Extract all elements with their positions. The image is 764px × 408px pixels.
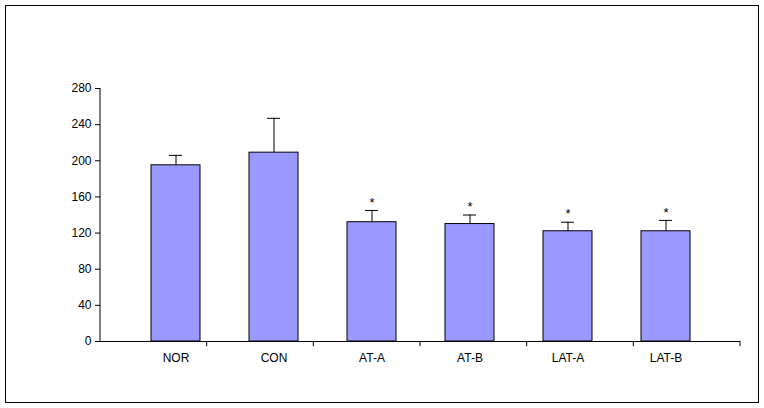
- svg-text:0: 0: [85, 334, 92, 348]
- svg-text:NOR: NOR: [163, 351, 190, 365]
- svg-text:*: *: [467, 199, 472, 214]
- svg-text:*: *: [565, 206, 570, 221]
- svg-text:AT-B: AT-B: [457, 351, 483, 365]
- svg-text:280: 280: [71, 81, 91, 95]
- svg-text:LAT-B: LAT-B: [650, 351, 682, 365]
- svg-text:CON: CON: [261, 351, 288, 365]
- svg-text:LAT-A: LAT-A: [552, 351, 584, 365]
- svg-text:80: 80: [78, 262, 92, 276]
- svg-text:*: *: [369, 195, 374, 210]
- svg-text:240: 240: [71, 117, 91, 131]
- svg-text:*: *: [663, 205, 668, 220]
- svg-text:AT-A: AT-A: [359, 351, 385, 365]
- svg-text:120: 120: [71, 226, 91, 240]
- svg-text:40: 40: [78, 298, 92, 312]
- svg-text:160: 160: [71, 190, 91, 204]
- svg-text:200: 200: [71, 154, 91, 168]
